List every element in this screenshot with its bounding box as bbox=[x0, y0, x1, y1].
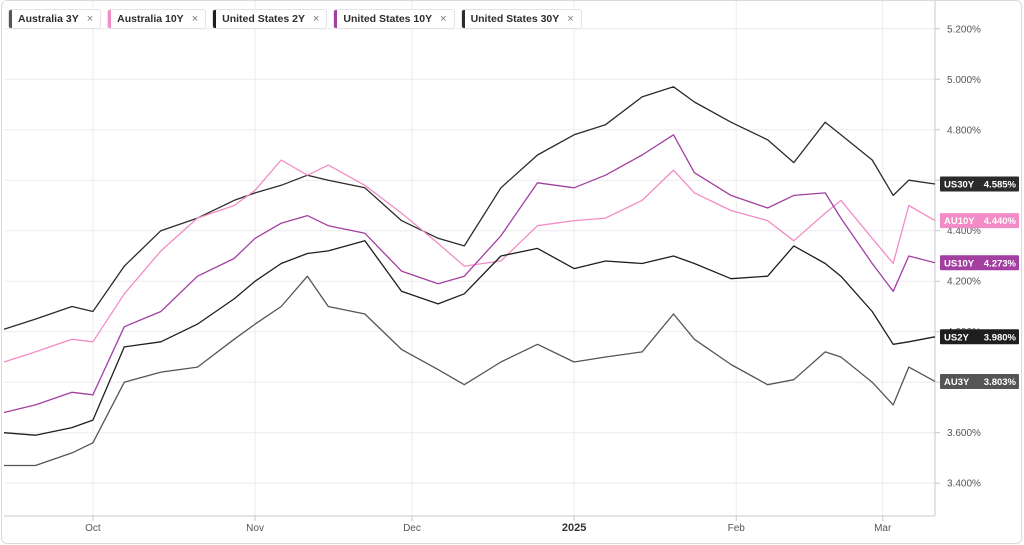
last-value-badge-us10y: US10Y 4.273% bbox=[940, 255, 1019, 271]
badge-last-value: 3.980% bbox=[984, 332, 1017, 343]
series-line-united-states-10y[interactable] bbox=[3, 134, 936, 414]
x-tick-label: Oct bbox=[85, 523, 101, 534]
close-icon[interactable]: × bbox=[440, 13, 447, 25]
badge-last-value: 4.440% bbox=[984, 216, 1017, 227]
legend-swatch bbox=[334, 10, 338, 28]
badge-last-value: 4.273% bbox=[984, 258, 1017, 269]
x-tick-label: 2025 bbox=[562, 522, 586, 534]
x-tick-label: Dec bbox=[403, 523, 421, 534]
legend-swatch bbox=[213, 10, 217, 28]
last-value-badge-au10y: AU10Y 4.440% bbox=[940, 213, 1019, 229]
close-icon[interactable]: × bbox=[567, 13, 574, 25]
y-tick-label: 4.800% bbox=[947, 125, 981, 136]
x-tick-label: Mar bbox=[874, 523, 892, 534]
badge-background bbox=[940, 176, 1019, 192]
legend-swatch bbox=[9, 10, 12, 28]
y-tick-label: 4.200% bbox=[947, 277, 981, 288]
legend-label: Australia 3Y bbox=[18, 13, 79, 25]
legend-chip-australia-10y[interactable]: Australia 10Y × bbox=[107, 9, 207, 29]
y-tick-label: 5.200% bbox=[947, 24, 981, 35]
close-icon[interactable]: × bbox=[86, 13, 94, 25]
series-line-united-states-2y[interactable] bbox=[3, 240, 936, 436]
legend-label: United States 10Y bbox=[343, 13, 433, 25]
badge-series-code: US10Y bbox=[944, 258, 975, 269]
series-line-australia-3y[interactable] bbox=[4, 275, 936, 467]
badge-series-code: US30Y bbox=[944, 180, 975, 191]
badge-background bbox=[940, 329, 1019, 345]
legend-chip-united-states-30y[interactable]: United States 30Y × bbox=[460, 9, 582, 29]
series-lines bbox=[3, 86, 936, 467]
last-value-badge-us2y: US2Y 3.980% bbox=[940, 329, 1019, 345]
close-icon[interactable]: × bbox=[312, 13, 320, 25]
badge-series-code: AU10Y bbox=[944, 216, 975, 227]
series-line-united-states-30y[interactable] bbox=[3, 86, 936, 330]
last-value-badge-us30y: US30Y 4.585% bbox=[940, 176, 1019, 192]
x-tick-label: Nov bbox=[246, 523, 264, 534]
y-tick-label: 3.600% bbox=[947, 428, 981, 439]
close-icon[interactable]: × bbox=[191, 13, 199, 25]
grid bbox=[4, 1, 935, 516]
legend-swatch bbox=[461, 10, 465, 28]
plot-area bbox=[4, 1, 935, 516]
legend-chip-united-states-10y[interactable]: United States 10Y × bbox=[333, 9, 455, 29]
y-tick-label: 5.000% bbox=[947, 75, 981, 86]
badge-last-value: 3.803% bbox=[984, 377, 1017, 388]
x-axis: Oct Nov Dec 2025 Feb Mar bbox=[4, 515, 935, 534]
last-value-badges: US30Y 4.585% AU10Y 4.440% US10Y 4.273% US2Y 3.9… bbox=[940, 176, 1019, 389]
legend-swatch bbox=[108, 10, 112, 28]
legend-chip-australia-3y[interactable]: Australia 3Y × bbox=[8, 9, 102, 29]
legend-label: United States 2Y bbox=[222, 13, 305, 25]
legend-chip-united-states-2y[interactable]: United States 2Y × bbox=[212, 9, 328, 29]
badge-background bbox=[940, 255, 1019, 271]
y-tick-label: 4.400% bbox=[947, 226, 981, 237]
badge-background bbox=[940, 213, 1019, 229]
series-line-australia-10y[interactable] bbox=[3, 159, 936, 363]
badge-background bbox=[940, 373, 1019, 389]
y-tick-label: 3.400% bbox=[947, 479, 981, 490]
x-tick-label: Feb bbox=[728, 523, 746, 534]
legend: Australia 3Y × Australia 10Y × United St… bbox=[8, 9, 582, 29]
last-value-badge-au3y: AU3Y 3.803% bbox=[940, 373, 1019, 389]
legend-label: Australia 10Y bbox=[117, 13, 184, 25]
legend-label: United States 30Y bbox=[470, 13, 560, 25]
badge-series-code: AU3Y bbox=[944, 377, 970, 388]
badge-series-code: US2Y bbox=[944, 332, 969, 343]
badge-last-value: 4.585% bbox=[984, 180, 1017, 191]
